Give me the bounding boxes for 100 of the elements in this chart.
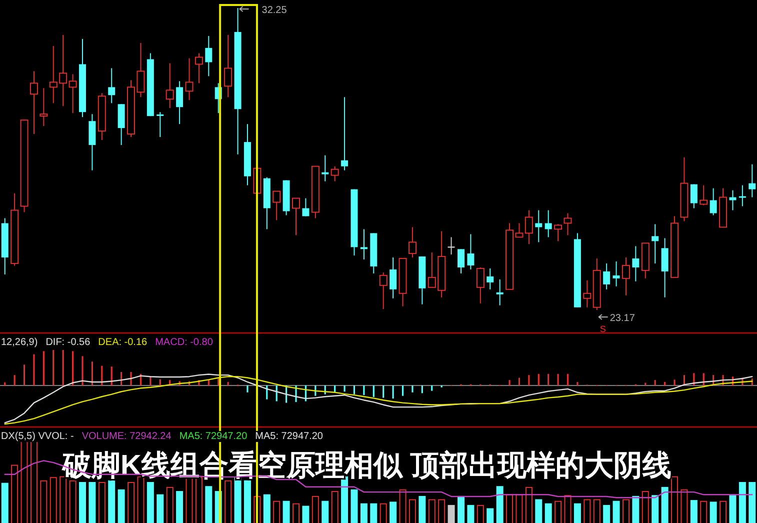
text: 23.17	[610, 313, 636, 324]
bar	[612, 500, 620, 523]
text: MACD: -0.80	[155, 337, 214, 348]
candlestick	[360, 228, 368, 260]
bar	[593, 499, 600, 523]
bar	[234, 477, 242, 523]
bar	[525, 486, 532, 523]
bar	[176, 491, 184, 523]
bar	[476, 504, 484, 523]
bar	[360, 503, 368, 523]
bar	[312, 496, 319, 523]
bar	[205, 486, 212, 523]
candlestick	[496, 278, 504, 306]
bar	[350, 489, 358, 523]
candlestick	[476, 266, 484, 304]
bar	[292, 503, 300, 523]
candlestick	[302, 198, 310, 217]
bar	[496, 486, 504, 523]
bar	[467, 504, 474, 523]
bar	[544, 503, 552, 523]
bar	[273, 500, 280, 523]
bar	[642, 491, 649, 523]
candlestick	[322, 154, 329, 182]
candlestick	[30, 70, 38, 135]
candlestick	[108, 68, 116, 104]
bar	[448, 504, 455, 523]
candlestick	[224, 34, 232, 98]
bar	[622, 499, 630, 523]
bar	[438, 499, 446, 523]
candlestick	[176, 80, 184, 125]
candlestick	[690, 184, 698, 209]
bar	[370, 503, 378, 523]
candlestick	[88, 114, 96, 171]
bar	[457, 496, 464, 523]
bar	[671, 476, 678, 523]
bar	[118, 489, 125, 523]
candlestick	[748, 164, 756, 198]
candlestick	[194, 52, 203, 84]
bar	[263, 494, 270, 523]
bar	[224, 480, 232, 523]
bar	[564, 495, 572, 523]
bar	[88, 482, 96, 523]
bar	[408, 499, 416, 523]
bar	[146, 482, 154, 523]
candlestick	[379, 272, 388, 310]
bar	[729, 495, 736, 523]
bar	[390, 502, 397, 523]
candlestick	[341, 96, 348, 171]
chart-title: 12,26,9)	[1, 337, 38, 348]
candlestick	[467, 234, 474, 270]
candlestick	[408, 226, 416, 258]
bar	[399, 489, 406, 523]
candlestick	[554, 224, 562, 242]
text: DEA: -0.16	[98, 337, 148, 348]
candlestick	[612, 260, 620, 287]
bar	[186, 477, 193, 523]
bar	[574, 503, 581, 523]
bar	[584, 499, 591, 523]
bar	[50, 477, 57, 523]
bar	[98, 482, 106, 523]
text: DIF: -0.56	[46, 337, 91, 348]
candlestick	[118, 104, 125, 146]
bar	[690, 500, 698, 523]
bar	[554, 500, 562, 523]
bar	[40, 480, 48, 523]
bar	[11, 464, 18, 523]
candlestick	[166, 62, 174, 109]
bar	[652, 495, 659, 523]
bar	[1, 482, 8, 523]
bar	[331, 491, 338, 523]
candlestick	[292, 198, 300, 236]
bar	[78, 482, 86, 523]
annotation: MA5: 72947.20	[179, 431, 248, 442]
bar	[710, 502, 717, 523]
bar	[156, 494, 164, 523]
bar	[128, 482, 135, 523]
bar	[302, 506, 310, 523]
candlestick	[40, 88, 48, 127]
bar	[748, 482, 756, 523]
candlestick	[622, 256, 630, 296]
candlestick	[156, 112, 164, 138]
candlestick	[185, 58, 194, 101]
bar	[535, 499, 542, 523]
candlestick	[564, 212, 572, 236]
candlestick	[603, 262, 610, 290]
candlestick	[390, 256, 397, 299]
candlestick	[330, 166, 339, 182]
bar	[516, 494, 523, 523]
bar	[603, 504, 610, 523]
bar	[380, 503, 387, 523]
candlestick	[544, 210, 552, 238]
bar	[108, 480, 116, 523]
text: VOLUME: 72942.24	[82, 431, 172, 442]
bar	[322, 500, 329, 523]
candlestick	[632, 246, 640, 282]
candlestick	[583, 280, 592, 308]
candlestick	[700, 184, 708, 206]
candlestick	[661, 238, 668, 298]
text: S	[600, 324, 606, 334]
bar	[69, 480, 76, 523]
